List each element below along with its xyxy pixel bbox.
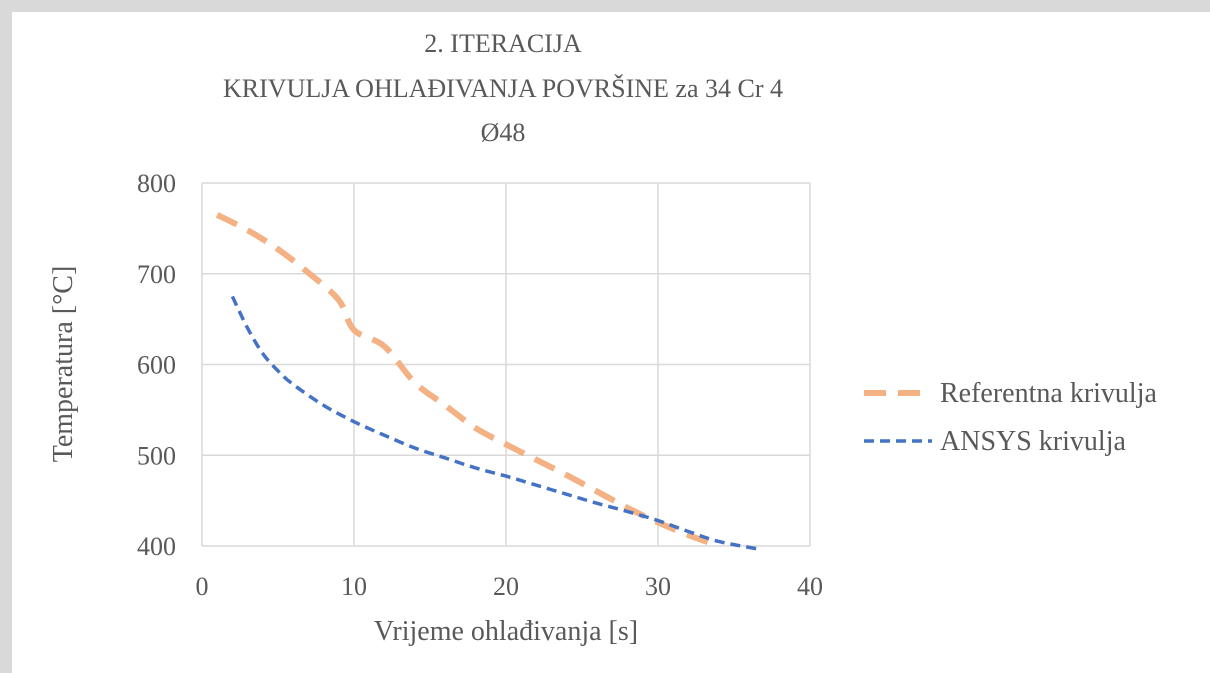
chart-title: 2. ITERACIJA KRIVULJA OHLAĐIVANJA POVRŠI… xyxy=(223,29,783,147)
tick-labels: 0 10 20 30 40 400 500 600 700 800 xyxy=(137,169,823,601)
x-tick-label: 20 xyxy=(493,572,519,601)
x-tick-label: 30 xyxy=(645,572,671,601)
x-tick-label: 0 xyxy=(196,572,209,601)
y-axis-title: Temperatura [°C] xyxy=(48,266,79,463)
y-tick-label: 800 xyxy=(137,169,176,198)
x-tick-label: 10 xyxy=(341,572,367,601)
series-line-0 xyxy=(215,212,720,549)
series-line-1 xyxy=(230,295,758,551)
gridlines xyxy=(201,182,811,547)
y-tick-label: 500 xyxy=(137,441,176,470)
chart-title-line-1: 2. ITERACIJA xyxy=(424,29,582,58)
legend-label-ansys: ANSYS krivulja xyxy=(940,426,1126,457)
legend: Referentna krivulja ANSYS krivulja xyxy=(864,378,1157,457)
y-tick-label: 600 xyxy=(137,351,176,380)
x-axis-title: Vrijeme ohlađivanja [s] xyxy=(374,616,638,647)
chart-title-line-3: Ø48 xyxy=(481,118,526,147)
series-lines xyxy=(215,212,758,551)
legend-label-referentna: Referentna krivulja xyxy=(940,378,1157,409)
chart-title-line-2: KRIVULJA OHLAĐIVANJA POVRŠINE za 34 Cr 4 xyxy=(223,74,783,103)
x-tick-label: 40 xyxy=(797,572,823,601)
y-tick-label: 400 xyxy=(137,532,176,561)
y-tick-label: 700 xyxy=(137,260,176,289)
